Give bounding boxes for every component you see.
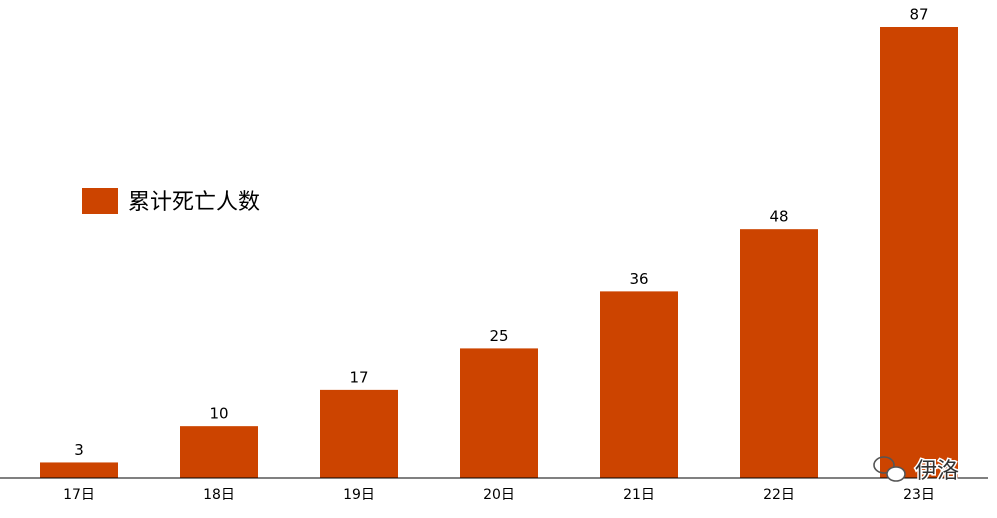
bar <box>320 389 398 478</box>
x-tick-label: 23日 <box>903 487 935 503</box>
bar <box>600 291 678 478</box>
x-tick-label: 18日 <box>203 487 235 503</box>
x-tick-label: 20日 <box>483 487 515 503</box>
bar <box>460 348 538 478</box>
bar <box>40 462 118 478</box>
x-tick-label: 17日 <box>63 487 95 503</box>
value-label: 36 <box>629 270 648 288</box>
value-label: 10 <box>209 405 228 423</box>
value-label: 3 <box>74 441 84 459</box>
value-label: 17 <box>349 368 368 386</box>
bar <box>180 426 258 478</box>
x-tick-label: 21日 <box>623 487 655 503</box>
x-tick-label: 22日 <box>763 487 795 503</box>
legend-swatch <box>82 188 118 214</box>
bar <box>740 229 818 478</box>
watermark-icon <box>873 456 906 482</box>
value-label: 25 <box>489 327 508 345</box>
watermark: 伊洛 <box>915 459 959 484</box>
legend-label: 累计死亡人数 <box>128 190 260 215</box>
x-tick-label: 19日 <box>343 487 375 503</box>
bar <box>880 27 958 478</box>
value-label: 87 <box>909 6 928 24</box>
value-label: 48 <box>769 208 788 226</box>
